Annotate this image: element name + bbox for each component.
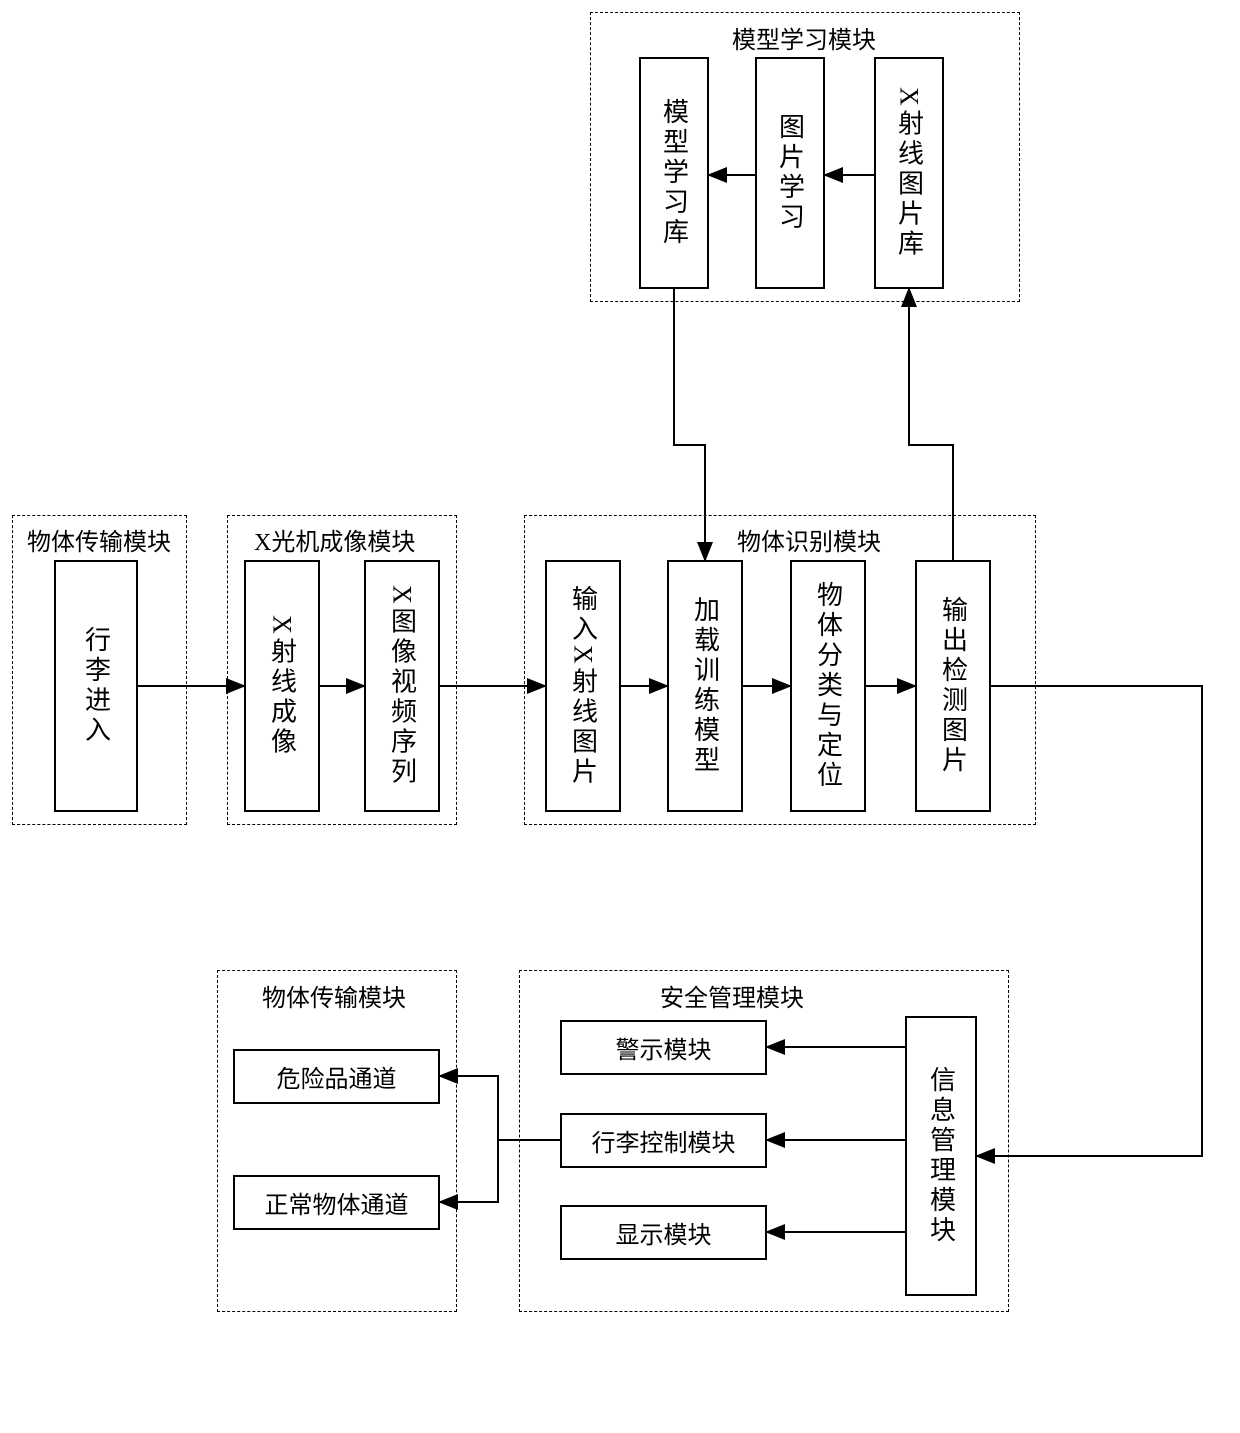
node-n-warn: 警示模块 bbox=[560, 1020, 767, 1075]
module-title-m-safety: 安全管理模块 bbox=[660, 978, 804, 1013]
module-title-m-xray: X光机成像模块 bbox=[254, 522, 415, 557]
module-title-m-transfer2: 物体传输模块 bbox=[262, 978, 406, 1013]
node-n-info: 信息管理模块 bbox=[905, 1016, 977, 1296]
node-n-danger: 危险品通道 bbox=[233, 1049, 440, 1104]
node-n-output: 输出检测图片 bbox=[915, 560, 991, 812]
node-n-normal: 正常物体通道 bbox=[233, 1175, 440, 1230]
module-m-transfer2 bbox=[217, 970, 457, 1312]
module-title-m-learn: 模型学习模块 bbox=[732, 20, 876, 55]
node-n-enter: 行李进入 bbox=[54, 560, 138, 812]
module-title-m-recog: 物体识别模块 bbox=[737, 522, 881, 557]
node-n-xray-img: X射线成像 bbox=[244, 560, 320, 812]
node-n-xray-lib: X射线图片库 bbox=[874, 57, 944, 289]
node-n-input-x: 输入X射线图片 bbox=[545, 560, 621, 812]
node-n-load-model: 加载训练模型 bbox=[667, 560, 743, 812]
node-n-luggage: 行李控制模块 bbox=[560, 1113, 767, 1168]
module-title-m-transfer: 物体传输模块 bbox=[27, 522, 171, 557]
node-n-model-lib: 模型学习库 bbox=[639, 57, 709, 289]
node-n-display: 显示模块 bbox=[560, 1205, 767, 1260]
node-n-img-learn: 图片学习 bbox=[755, 57, 825, 289]
node-n-classify: 物体分类与定位 bbox=[790, 560, 866, 812]
node-n-xseq: X图像视频序列 bbox=[364, 560, 440, 812]
